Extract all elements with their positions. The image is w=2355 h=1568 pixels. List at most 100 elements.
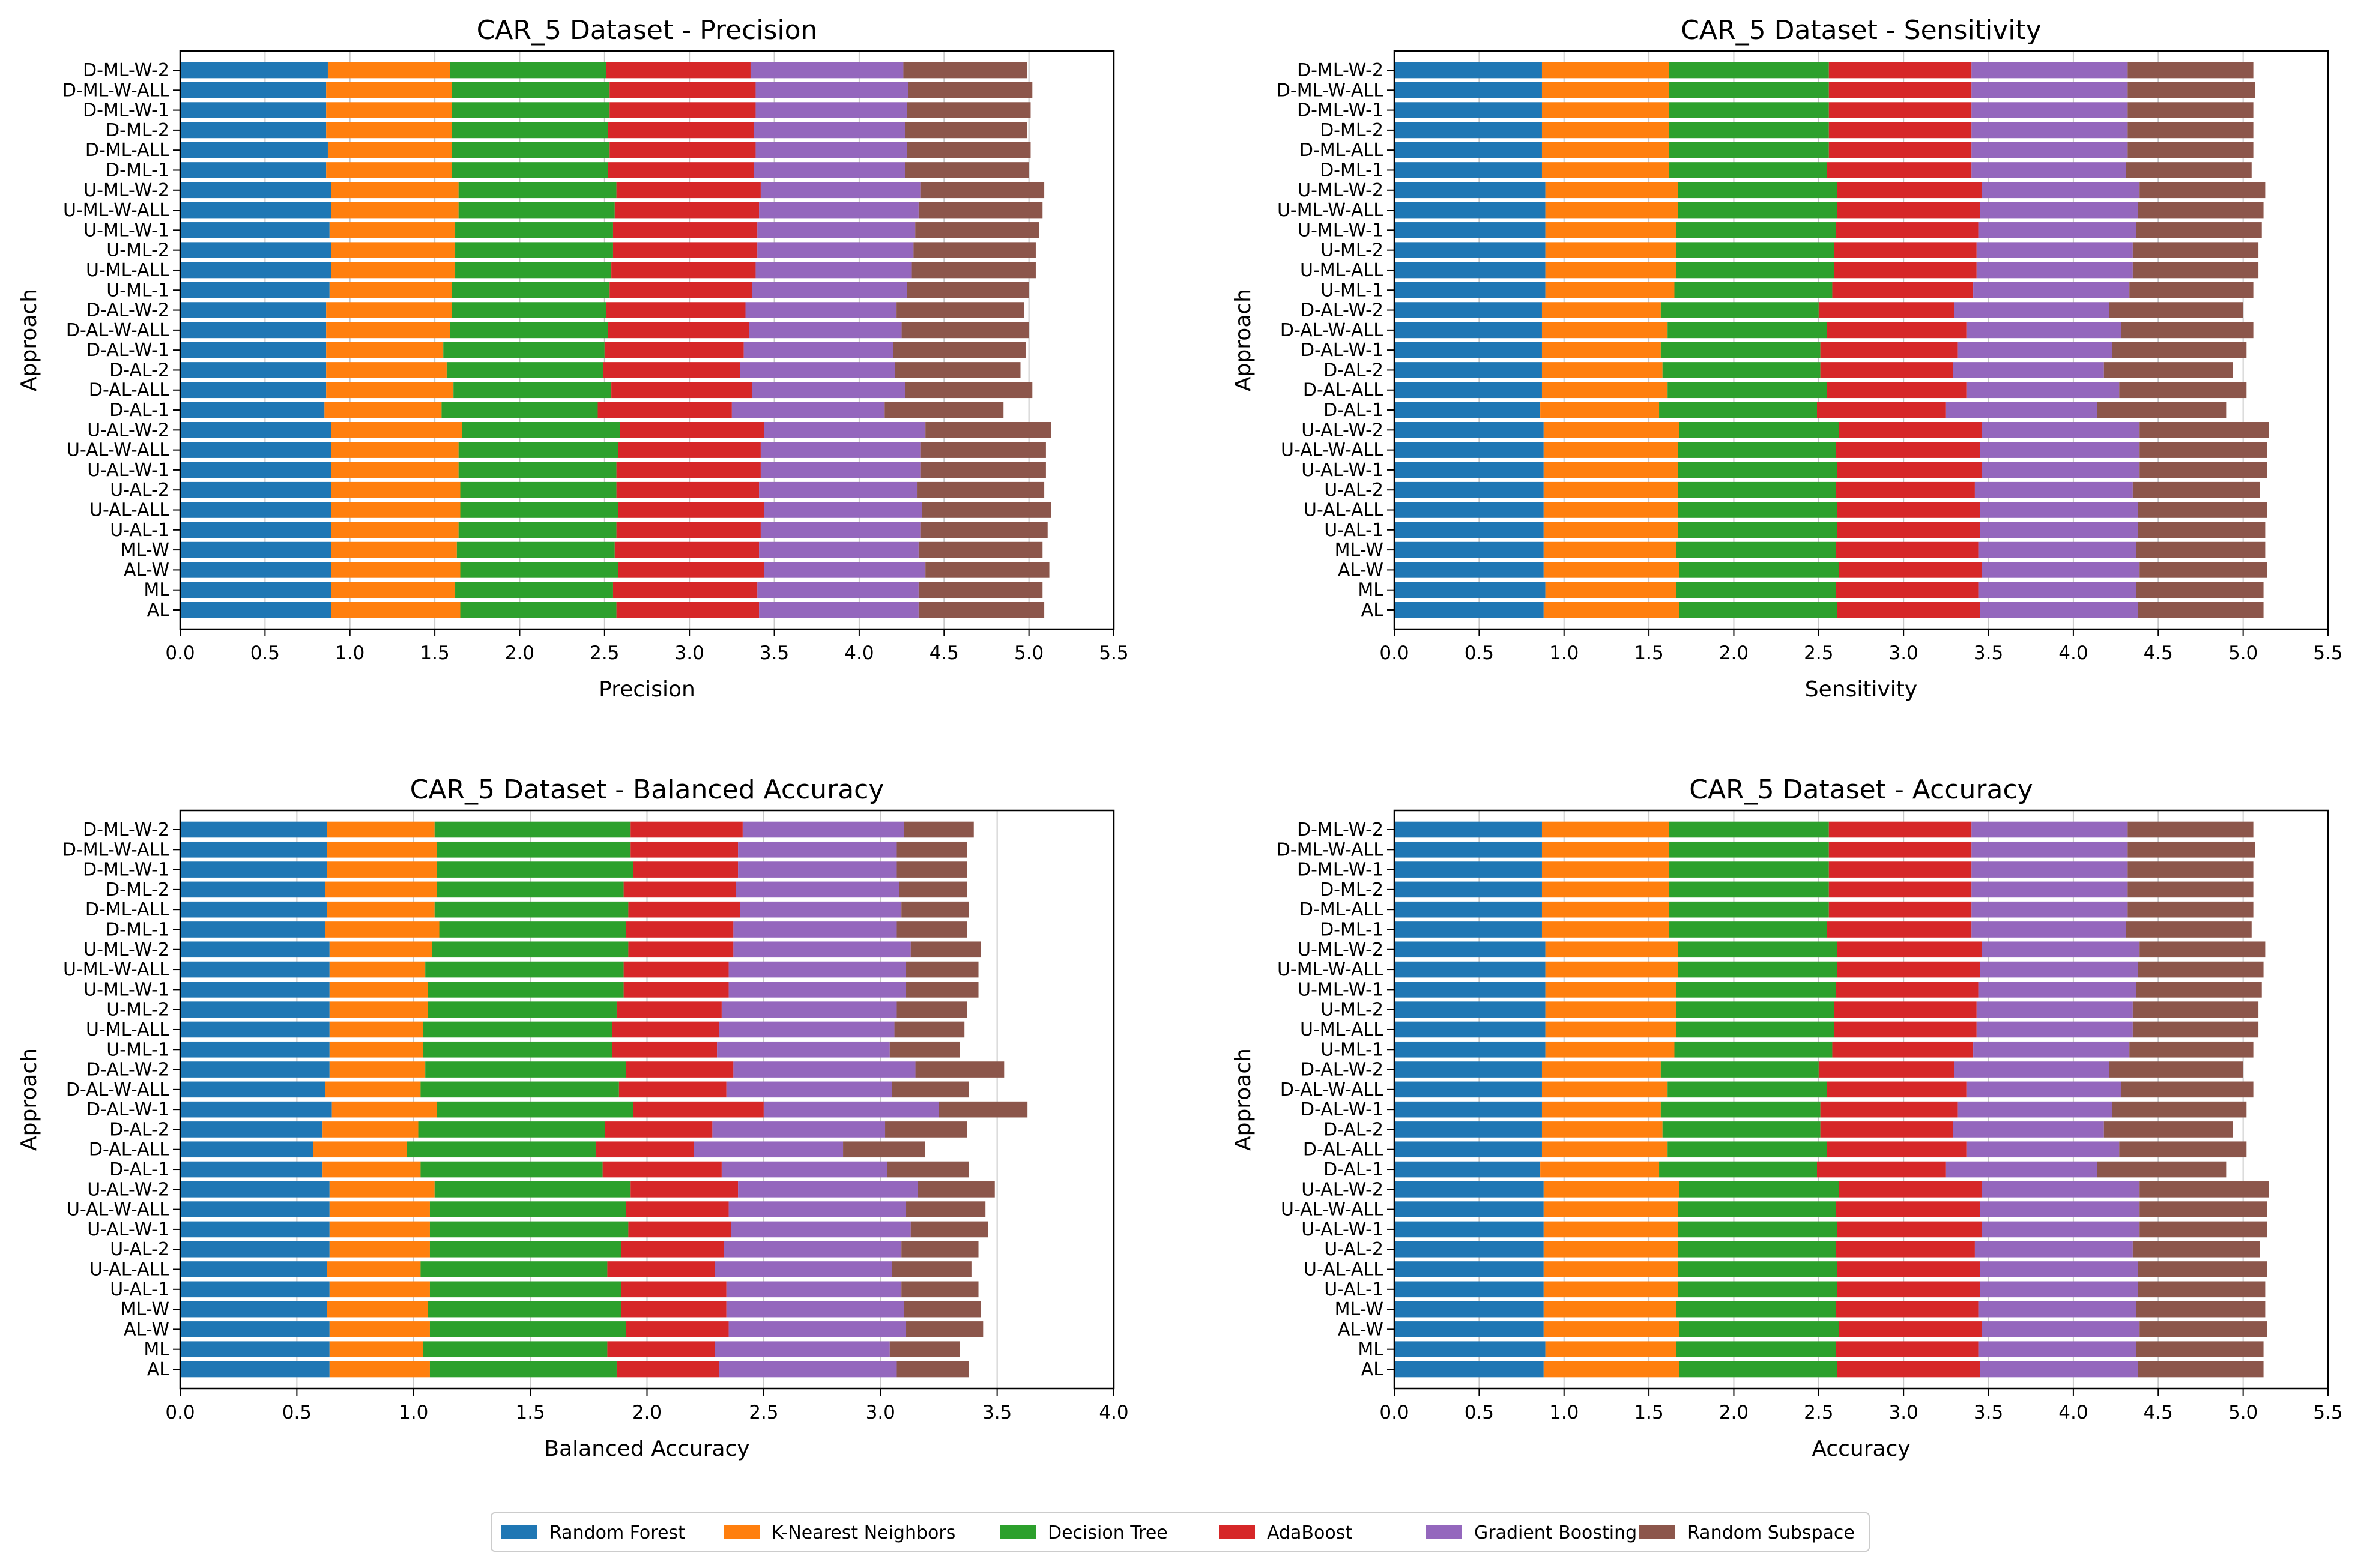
bar-segment-k-nearest-neighbors <box>329 1041 423 1058</box>
chart-panel-2: 0.0 0.5 1.0 1.5 2.0 2.5 3.0 3.5 4.0D-ML-W-2D-ML-… <box>17 774 1129 1461</box>
bar-segment-adaboost <box>1827 1141 1967 1158</box>
bar-segment-k-nearest-neighbors <box>1545 1001 1676 1018</box>
bar-segment-random-forest <box>180 442 331 458</box>
bar-segment-adaboost <box>1836 982 1979 998</box>
bar-segment-adaboost <box>1834 242 1977 258</box>
bar-segment-adaboost <box>597 402 732 418</box>
bar-segment-k-nearest-neighbors <box>325 881 437 898</box>
bar-segment-random-forest <box>180 102 327 118</box>
bar-segment-adaboost <box>1836 1341 1979 1358</box>
bar-segment-random-forest <box>1394 122 1542 139</box>
bar-segment-k-nearest-neighbors <box>1545 262 1676 279</box>
bar-segment-gradient-boosting <box>1978 1341 2136 1358</box>
bar-segment-k-nearest-neighbors <box>1541 1141 1668 1158</box>
x-tick-label: 3.0 <box>675 642 704 664</box>
bar-segment-random-forest <box>1394 162 1542 178</box>
bar-segment-adaboost <box>620 422 764 438</box>
x-tick-label: 5.0 <box>2228 1402 2258 1423</box>
y-tick-label: U-ML-W-ALL <box>1277 200 1383 221</box>
chart-panel-1: 0.0 0.5 1.0 1.5 2.0 2.5 3.0 3.5 4.0 4.5 5.0 5.5 D-ML… <box>1231 15 2343 702</box>
bar-segment-adaboost <box>612 222 758 238</box>
bar-segment-k-nearest-neighbors <box>327 861 437 878</box>
bar-segment-k-nearest-neighbors <box>324 402 442 418</box>
bar-segment-k-nearest-neighbors <box>331 242 456 258</box>
bar-segment-decision-tree <box>446 362 603 378</box>
bar-segment-gradient-boosting <box>1982 1321 2140 1337</box>
y-tick-label: U-ML-W-2 <box>83 939 169 960</box>
bar-segment-adaboost <box>595 1141 694 1158</box>
bar-segment-adaboost <box>1834 1021 1977 1038</box>
bar-segment-random-forest <box>1394 402 1541 418</box>
bar-segment-k-nearest-neighbors <box>1543 1221 1678 1238</box>
bar-segment-random-forest <box>180 462 331 478</box>
bar-segment-k-nearest-neighbors <box>1543 1181 1679 1198</box>
bar-segment-gradient-boosting <box>1971 122 2128 139</box>
y-tick-label: AL <box>147 600 170 621</box>
bar-segment-gradient-boosting <box>752 382 905 399</box>
bar-segment-random-subspace <box>2136 982 2262 998</box>
x-tick-label: 0.5 <box>282 1402 312 1423</box>
bar-segment-k-nearest-neighbors <box>1541 102 1670 118</box>
bar-segment-random-forest <box>180 961 330 978</box>
bar-segment-adaboost <box>608 162 754 178</box>
bar-segment-gradient-boosting <box>764 562 926 578</box>
bar-segment-random-subspace <box>2109 302 2243 318</box>
y-tick-label: U-AL-W-ALL <box>1281 1199 1383 1220</box>
bar-segment-random-subspace <box>2127 102 2254 118</box>
bar-segment-random-forest <box>180 1361 330 1378</box>
bar-segment-random-subspace <box>918 582 1043 599</box>
bar-segment-decision-tree <box>1667 382 1827 399</box>
x-tick-label: 2.5 <box>1804 642 1833 664</box>
bar-segment-adaboost <box>633 861 739 878</box>
bar-segment-random-forest <box>180 342 327 358</box>
bar-segment-decision-tree <box>1678 1261 1837 1277</box>
y-tick-label: ML-W <box>1335 1299 1383 1320</box>
bar-segment-random-forest <box>1394 242 1546 258</box>
bar-segment-gradient-boosting <box>1971 142 2128 158</box>
y-tick-label: D-AL-2 <box>109 1119 169 1140</box>
bar-segment-gradient-boosting <box>1980 1261 2138 1277</box>
bar-segment-random-forest <box>1394 422 1544 438</box>
y-tick-label: U-ML-W-ALL <box>63 959 169 980</box>
bar-segment-random-subspace <box>2139 442 2267 458</box>
bar-segment-k-nearest-neighbors <box>1543 602 1679 618</box>
bar-segment-random-forest <box>1394 1041 1546 1058</box>
bar-segment-random-forest <box>180 502 331 518</box>
bar-segment-k-nearest-neighbors <box>1545 182 1678 199</box>
y-axis-label: Approach <box>1231 289 1256 391</box>
bar-segment-k-nearest-neighbors <box>1541 821 1670 838</box>
bar-segment-k-nearest-neighbors <box>1545 941 1678 958</box>
bar-segment-adaboost <box>612 582 758 599</box>
bar-segment-random-subspace <box>2139 1321 2267 1337</box>
y-tick-label: D-ML-ALL <box>1299 899 1383 920</box>
bar-segment-k-nearest-neighbors <box>1545 1021 1676 1038</box>
bar-segment-random-subspace <box>2138 961 2264 978</box>
bar-segment-decision-tree <box>1679 1321 1839 1337</box>
bar-segment-random-forest <box>180 1301 327 1318</box>
bar-segment-gradient-boosting <box>733 921 897 938</box>
bar-segment-random-forest <box>1394 1201 1544 1217</box>
y-tick-label: D-AL-W-2 <box>86 1060 169 1081</box>
bar-segment-k-nearest-neighbors <box>1543 1361 1679 1378</box>
bar-segment-adaboost <box>1839 1181 1982 1198</box>
bar-segment-k-nearest-neighbors <box>329 1021 423 1038</box>
bar-segment-k-nearest-neighbors <box>331 502 461 518</box>
y-tick-label: U-AL-1 <box>1324 1279 1383 1300</box>
bar-segment-k-nearest-neighbors <box>329 1221 430 1238</box>
bar-segment-adaboost <box>1818 1061 1954 1078</box>
bar-segment-gradient-boosting <box>745 302 897 318</box>
bar-segment-random-subspace <box>2129 1041 2254 1058</box>
bar-segment-gradient-boosting <box>1976 262 2133 279</box>
bar-segment-random-subspace <box>901 1281 979 1298</box>
bar-segment-k-nearest-neighbors <box>1541 841 1670 858</box>
x-tick-label: 4.5 <box>2144 642 2173 664</box>
bar-segment-random-subspace <box>925 562 1050 578</box>
bar-segment-gradient-boosting <box>1980 1201 2140 1217</box>
y-tick-label: AL-W <box>1338 559 1383 580</box>
bar-segment-decision-tree <box>1662 362 1821 378</box>
bar-segment-random-subspace <box>885 1121 967 1138</box>
bar-segment-random-subspace <box>915 1061 1005 1078</box>
bar-segment-k-nearest-neighbors <box>1541 322 1668 339</box>
bar-segment-gradient-boosting <box>1971 861 2128 878</box>
bar-segment-decision-tree <box>452 282 610 298</box>
